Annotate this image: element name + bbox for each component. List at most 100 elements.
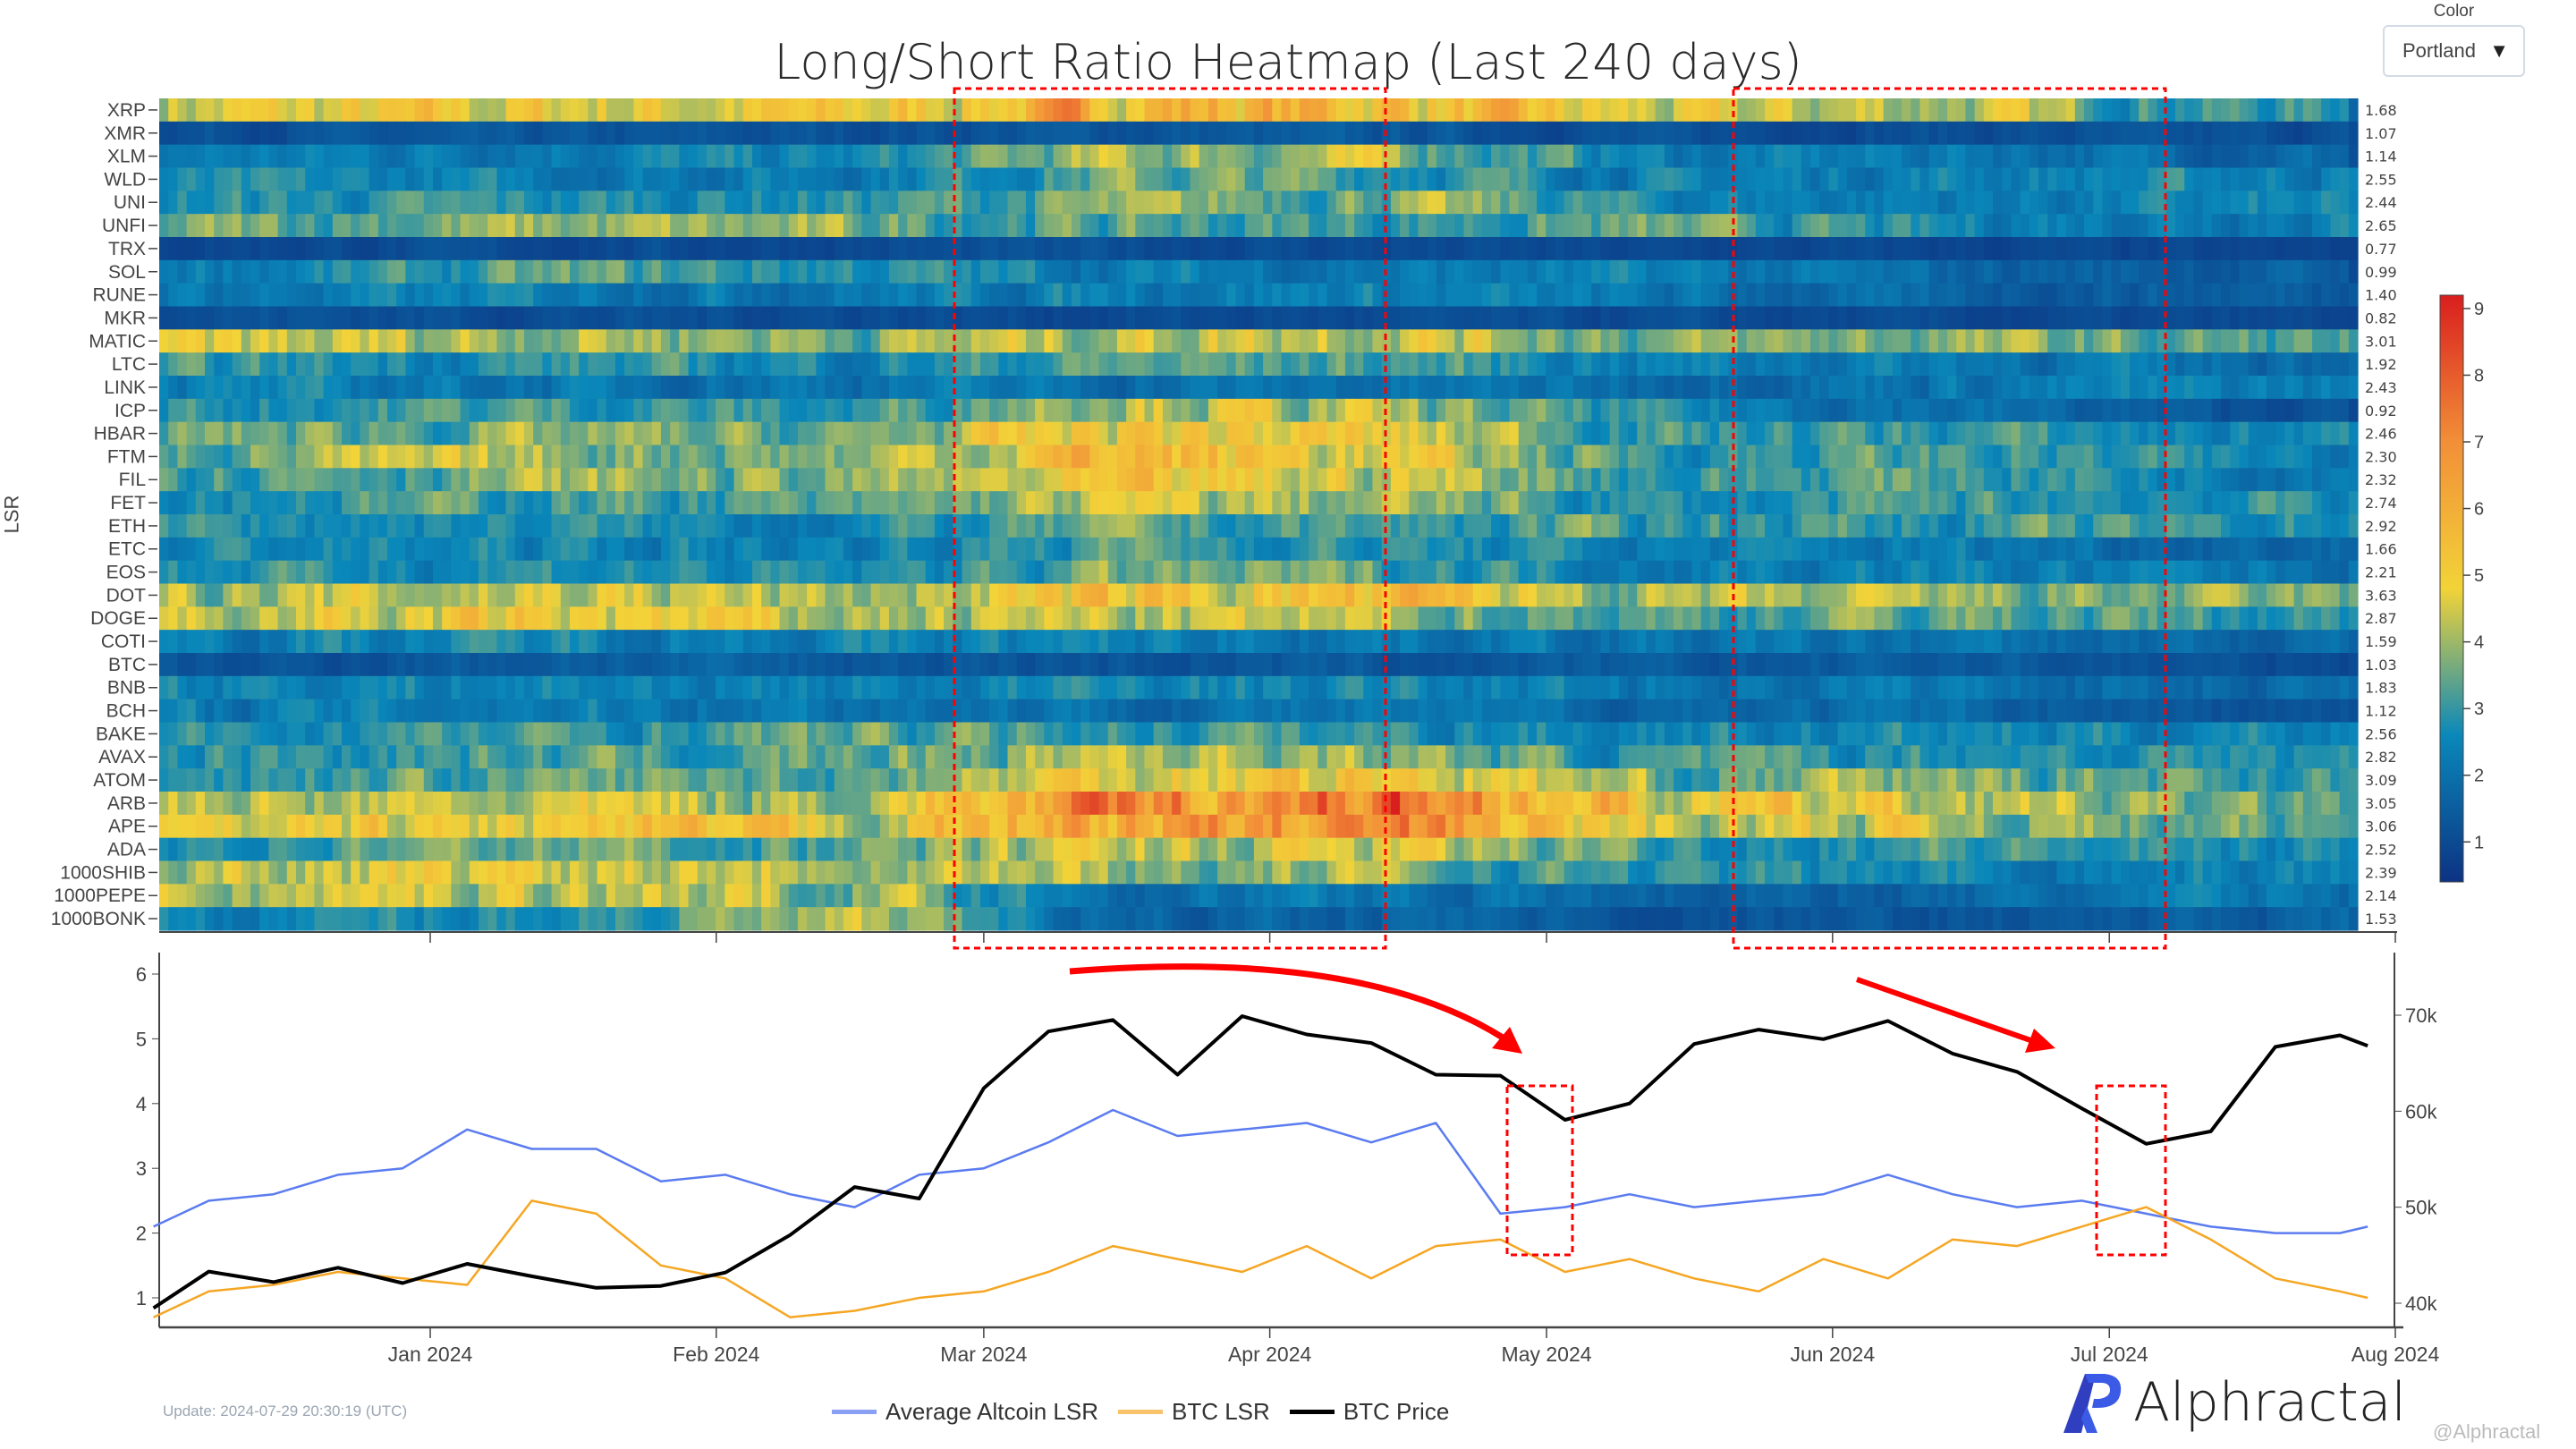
heatmap-cell	[332, 306, 343, 330]
heatmap-cell	[879, 306, 890, 330]
heatmap-cell	[834, 237, 844, 261]
heatmap-cell	[843, 468, 853, 492]
heatmap-cell	[2102, 491, 2113, 515]
heatmap-cell	[1819, 445, 1830, 469]
heatmap-cell	[1190, 468, 1200, 492]
heatmap-cell	[205, 421, 215, 446]
heatmap-cell	[2002, 144, 2012, 169]
heatmap-cell	[1801, 144, 1811, 169]
heatmap-cell	[478, 329, 488, 353]
heatmap-cell	[697, 191, 708, 215]
heatmap-cell	[2257, 259, 2267, 284]
heatmap-cell	[614, 167, 625, 191]
heatmap-cell	[442, 214, 452, 238]
heatmap-cell	[870, 352, 881, 377]
heatmap-cell	[1783, 283, 1793, 308]
heatmap-cell	[907, 98, 918, 123]
heatmap-cell	[1646, 237, 1657, 261]
heatmap-cell	[1846, 398, 1857, 423]
heatmap-cell	[979, 283, 990, 308]
heatmap-cell	[159, 283, 169, 308]
heatmap-cell	[1546, 306, 1556, 330]
heatmap-cell	[423, 214, 434, 238]
heatmap-cell	[2202, 376, 2213, 400]
heatmap-cell	[1500, 214, 1511, 238]
heatmap-cell	[1892, 514, 1902, 538]
heatmap-cell	[2074, 421, 2085, 446]
heatmap-cell	[697, 98, 708, 123]
heatmap-cell	[2193, 283, 2204, 308]
heatmap-cell	[998, 537, 1009, 562]
heatmap-cell	[1007, 560, 1018, 585]
heatmap-cell	[496, 167, 507, 191]
heatmap-cell	[944, 560, 953, 585]
heatmap-cell	[1810, 491, 1820, 515]
heatmap-cell	[1609, 306, 1620, 330]
heatmap-cell	[979, 214, 990, 238]
heatmap-cell	[2065, 421, 2076, 446]
heatmap-cell	[323, 537, 334, 562]
heatmap-cell	[614, 514, 625, 538]
heatmap-cell	[305, 468, 315, 492]
heatmap-cell	[870, 514, 881, 538]
heatmap-cell	[1098, 537, 1109, 562]
heatmap-cell	[1646, 376, 1657, 400]
heatmap-cell	[177, 237, 188, 261]
heatmap-cell	[2293, 352, 2304, 377]
heatmap-cell	[2029, 306, 2039, 330]
heatmap-cell	[1409, 560, 1419, 585]
heatmap-cell	[1527, 491, 1538, 515]
heatmap-cell	[1007, 237, 1018, 261]
heatmap-cell	[1956, 376, 1967, 400]
heatmap-cell	[2211, 514, 2222, 538]
heatmap-cell	[1071, 167, 1081, 191]
heatmap-cell	[405, 491, 416, 515]
heatmap-cell	[1290, 445, 1301, 469]
heatmap-cell	[852, 398, 862, 423]
heatmap-cell	[2111, 376, 2122, 400]
heatmap-cell	[1089, 421, 1100, 446]
colorscale-dropdown[interactable]: Portland ▼	[2383, 25, 2525, 77]
heatmap-cell	[2339, 376, 2350, 400]
heatmap-cell	[2257, 514, 2267, 538]
heatmap-cell	[879, 537, 890, 562]
heatmap-cell	[834, 537, 844, 562]
heatmap-cell	[250, 191, 260, 215]
heatmap-cell	[1709, 306, 1720, 330]
heatmap-cell	[1062, 376, 1072, 400]
heatmap-cell	[523, 167, 534, 191]
heatmap-cell	[1299, 421, 1309, 446]
heatmap-cell	[1655, 283, 1665, 308]
heatmap-cell	[1537, 98, 1546, 123]
heatmap-cell	[1819, 421, 1830, 446]
heatmap-cell	[614, 376, 625, 400]
heatmap-cell	[989, 491, 999, 515]
heatmap-cell	[1290, 98, 1301, 123]
heatmap-cell	[1025, 514, 1036, 538]
heatmap-cell	[214, 214, 224, 238]
heatmap-cell	[286, 306, 297, 330]
heatmap-cell	[2293, 121, 2304, 146]
heatmap-cell	[1674, 214, 1683, 238]
heatmap-cell	[1555, 329, 1565, 353]
heatmap-cell	[1810, 514, 1820, 538]
heatmap-cell	[2257, 445, 2267, 469]
heatmap-cell	[1400, 283, 1410, 308]
heatmap-cell	[1445, 237, 1455, 261]
heatmap-cell	[2002, 352, 2012, 377]
heatmap-cell	[1390, 214, 1401, 238]
heatmap-cell	[1153, 121, 1164, 146]
heatmap-cell	[2074, 445, 2085, 469]
heatmap-cell	[2293, 537, 2304, 562]
heatmap-cell	[1956, 121, 1967, 146]
heatmap-cell	[1719, 283, 1729, 308]
heatmap-cell	[998, 121, 1009, 146]
heatmap-cell	[1253, 167, 1264, 191]
heatmap-cell	[953, 329, 963, 353]
heatmap-cell	[1035, 560, 1045, 585]
heatmap-cell	[670, 537, 680, 562]
heatmap-cell	[2148, 514, 2158, 538]
heatmap-cell	[195, 421, 206, 446]
heatmap-cell	[1892, 121, 1902, 146]
heatmap-cell	[2321, 237, 2331, 261]
